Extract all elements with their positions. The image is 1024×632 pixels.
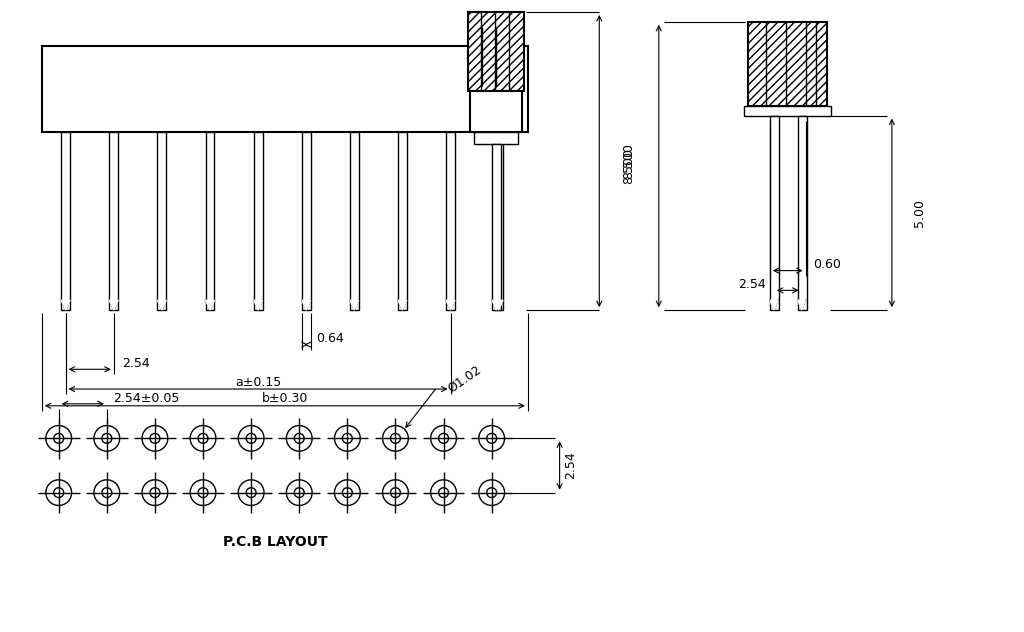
Bar — [61, 133, 70, 310]
Bar — [749, 22, 827, 106]
Bar — [470, 91, 522, 133]
Text: 8.500: 8.500 — [623, 143, 636, 179]
Bar — [206, 133, 214, 310]
Text: P.C.B LAYOUT: P.C.B LAYOUT — [223, 535, 328, 549]
Bar — [474, 133, 518, 144]
Polygon shape — [495, 300, 503, 310]
Polygon shape — [206, 300, 214, 310]
Polygon shape — [446, 300, 455, 310]
Polygon shape — [798, 300, 806, 310]
Bar — [302, 133, 310, 310]
Bar — [110, 133, 118, 310]
Text: 0.64: 0.64 — [316, 332, 344, 345]
Bar — [493, 144, 501, 310]
Bar — [744, 106, 831, 116]
Bar — [798, 116, 807, 310]
Text: 0.60: 0.60 — [813, 258, 842, 271]
Polygon shape — [493, 300, 500, 310]
Polygon shape — [350, 300, 358, 310]
Text: 2.54: 2.54 — [564, 452, 578, 480]
Polygon shape — [158, 300, 166, 310]
Bar — [468, 12, 524, 91]
Text: b±0.30: b±0.30 — [262, 392, 308, 405]
Bar — [42, 46, 527, 133]
Text: 2.54: 2.54 — [122, 357, 150, 370]
Bar — [770, 116, 779, 310]
Polygon shape — [770, 300, 778, 310]
Text: Ø1.02: Ø1.02 — [445, 363, 483, 395]
Polygon shape — [302, 300, 310, 310]
Bar — [254, 133, 262, 310]
Polygon shape — [398, 300, 407, 310]
Bar — [495, 133, 503, 310]
Polygon shape — [110, 300, 118, 310]
Text: 2.54: 2.54 — [738, 278, 766, 291]
Bar — [158, 133, 166, 310]
Bar — [398, 133, 407, 310]
Text: 2.54±0.05: 2.54±0.05 — [113, 392, 179, 405]
Bar — [350, 133, 358, 310]
Polygon shape — [61, 300, 70, 310]
Polygon shape — [254, 300, 262, 310]
Text: 8.500: 8.500 — [623, 148, 636, 184]
Text: 5.00: 5.00 — [913, 199, 926, 227]
Text: a±0.15: a±0.15 — [234, 375, 282, 389]
Bar — [446, 133, 455, 310]
